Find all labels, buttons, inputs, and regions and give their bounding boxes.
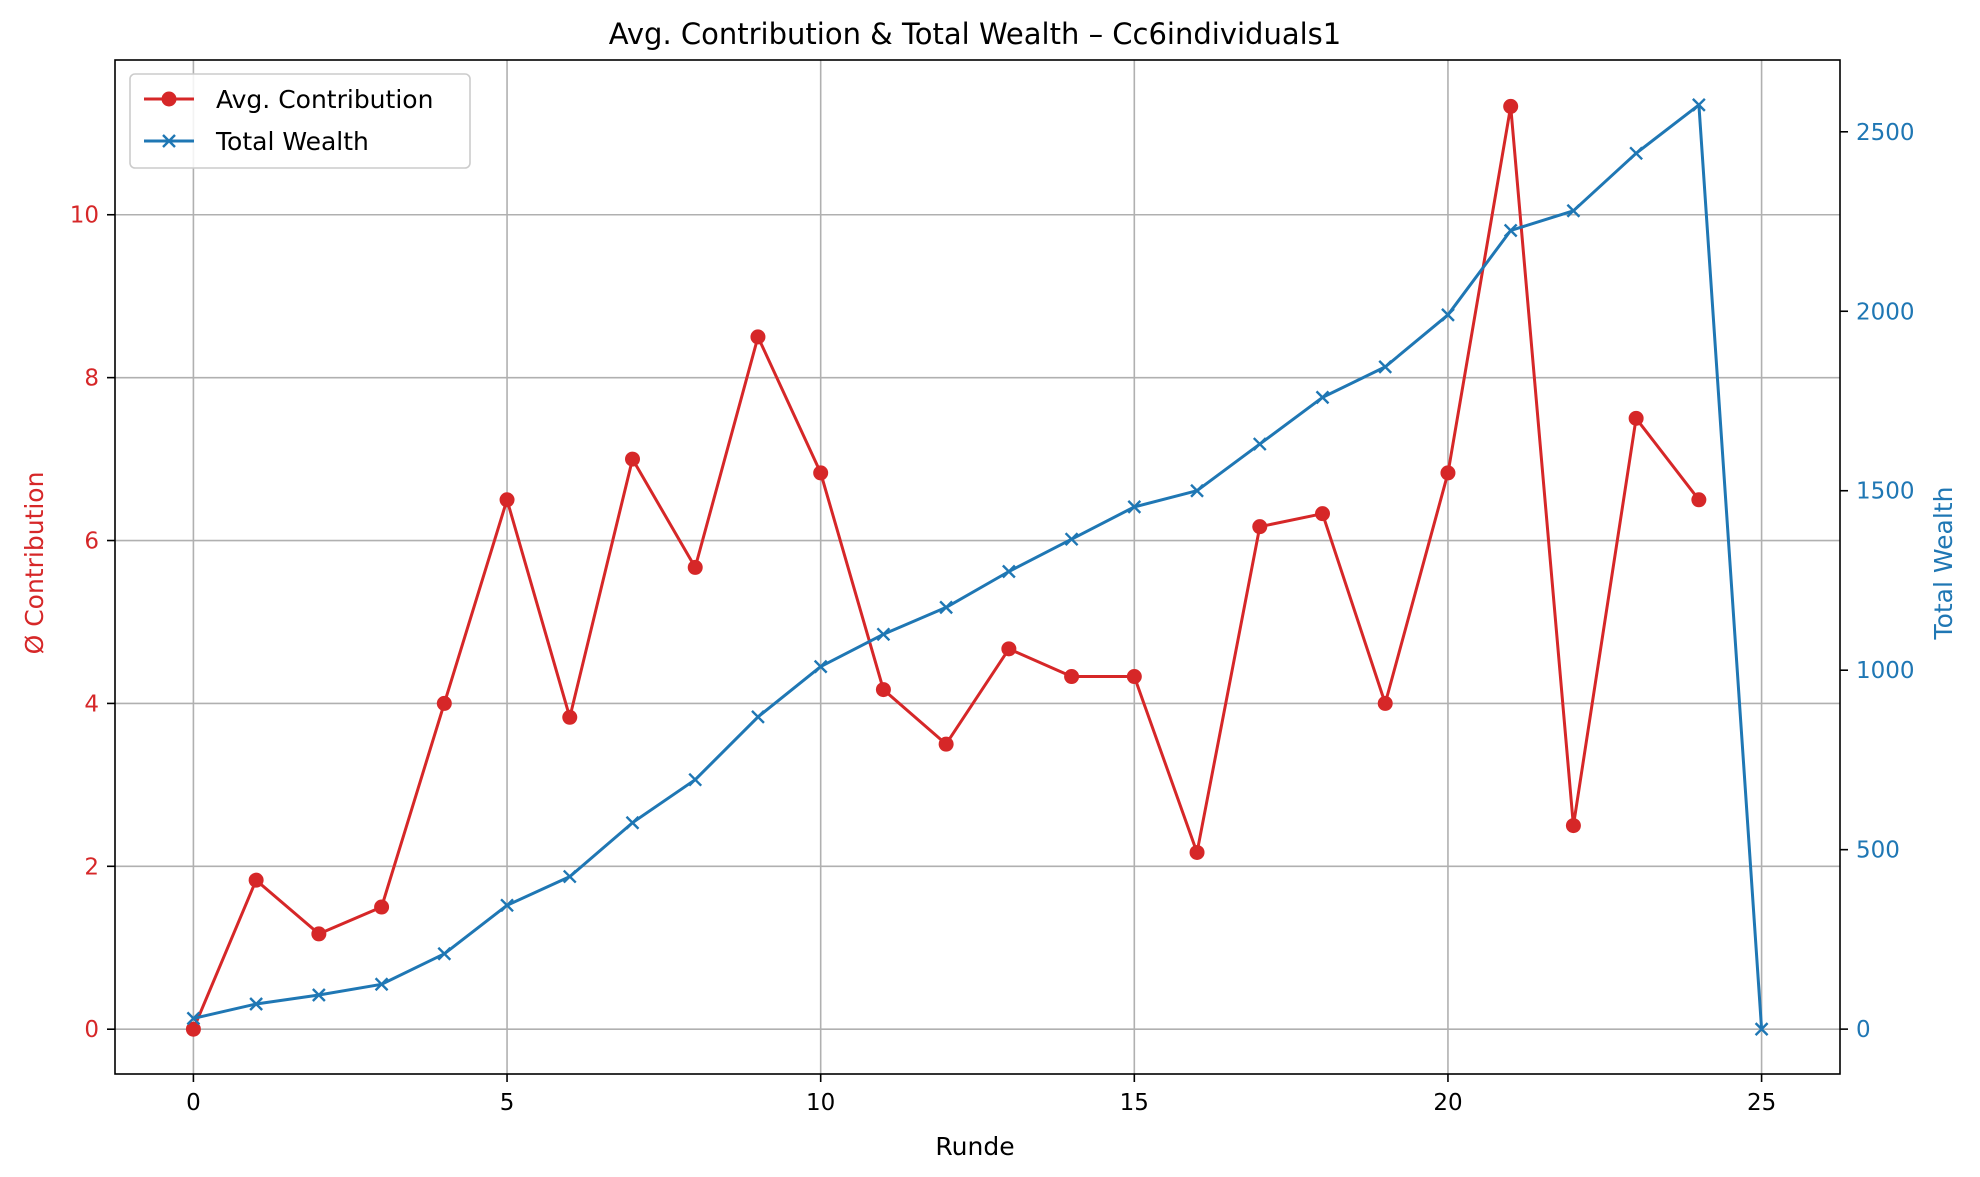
data-point-avg-contribution (1064, 669, 1080, 685)
right-y-tick-label: 2000 (1856, 299, 1915, 325)
series-line-total-wealth (193, 103, 1764, 1030)
data-point-avg-contribution (374, 899, 390, 915)
data-point-avg-contribution (185, 1021, 201, 1037)
data-point-total-wealth (500, 898, 514, 913)
legend-marker-total-wealth (162, 134, 176, 148)
data-point-avg-contribution (311, 926, 327, 942)
x-tick-label: 15 (1120, 1090, 1149, 1116)
x-tick-label: 5 (500, 1090, 515, 1116)
left-y-tick-label: 4 (84, 691, 99, 717)
right-y-tick-label: 0 (1856, 1017, 1871, 1043)
left-y-tick-label: 8 (84, 366, 99, 392)
left-y-tick-label: 6 (84, 529, 99, 555)
tick-layer: 0 5 10 15 20 25 0 2 4 6 8 10 0 500 1000 1500 2000 2500 (70, 120, 1915, 1116)
data-point-total-wealth (813, 659, 828, 674)
chart-title: Avg. Contribution & Total Wealth – Cc6in… (609, 17, 1341, 51)
x-tick-label: 25 (1747, 1090, 1776, 1116)
data-point-total-wealth (249, 997, 263, 1011)
left-y-tick-label: 2 (84, 854, 99, 880)
data-point-total-wealth (1315, 390, 1330, 405)
data-point-avg-contribution (750, 329, 766, 345)
data-point-total-wealth (1692, 98, 1706, 112)
data-point-total-wealth (1252, 437, 1267, 451)
data-point-avg-contribution (436, 695, 452, 711)
legend: Avg. Contribution Total Wealth (129, 73, 471, 169)
x-tick-label: 20 (1433, 1090, 1462, 1116)
x-tick-label: 10 (806, 1090, 835, 1116)
left-y-tick-label: 10 (70, 203, 99, 229)
data-point-avg-contribution (1503, 98, 1519, 114)
data-point-total-wealth (437, 946, 452, 961)
legend-box (129, 73, 471, 169)
data-point-total-wealth (1378, 360, 1393, 374)
grid-lines (115, 60, 1840, 1074)
data-point-total-wealth (1629, 146, 1643, 161)
data-point-total-wealth (1127, 500, 1142, 514)
data-point-total-wealth (751, 710, 765, 724)
data-point-avg-contribution (248, 872, 264, 888)
series-layer (185, 98, 1769, 1037)
data-point-total-wealth (186, 1011, 201, 1026)
data-point-total-wealth (876, 627, 891, 642)
data-point-avg-contribution (1001, 641, 1017, 657)
legend-item-total-wealth: Total Wealth (144, 127, 369, 156)
data-point-avg-contribution (1691, 492, 1707, 508)
data-point-avg-contribution (875, 682, 891, 698)
data-point-avg-contribution (562, 709, 578, 725)
data-point-avg-contribution (938, 736, 954, 752)
legend-marker-avg-contribution (161, 91, 177, 107)
left-y-axis-label: Ø Contribution (20, 472, 49, 655)
data-point-avg-contribution (1315, 506, 1330, 522)
data-point-total-wealth (312, 988, 326, 1002)
data-point-total-wealth (1503, 223, 1518, 238)
x-axis-label: Runde (935, 1132, 1014, 1161)
data-point-avg-contribution (687, 559, 703, 575)
right-y-axis-label: Total Wealth (1929, 487, 1958, 641)
data-point-avg-contribution (1189, 844, 1205, 860)
data-point-total-wealth (688, 772, 703, 787)
data-point-total-wealth (625, 815, 640, 830)
right-y-tick-label: 1000 (1856, 658, 1915, 684)
data-point-avg-contribution (1628, 410, 1644, 426)
data-point-avg-contribution (625, 451, 640, 467)
data-point-total-wealth (939, 600, 953, 615)
right-y-tick-label: 1500 (1856, 479, 1915, 505)
data-point-avg-contribution (1440, 465, 1456, 481)
x-tick-label: 0 (186, 1090, 201, 1116)
data-point-total-wealth (1566, 203, 1581, 218)
right-y-tick-label: 500 (1856, 838, 1900, 864)
data-point-total-wealth (1441, 307, 1455, 322)
data-point-total-wealth (374, 977, 389, 992)
data-point-avg-contribution (499, 492, 515, 508)
data-point-avg-contribution (1377, 695, 1393, 711)
legend-label-total-wealth: Total Wealth (215, 127, 369, 156)
data-point-avg-contribution (1252, 519, 1268, 535)
data-point-total-wealth (1754, 1022, 1769, 1036)
data-point-total-wealth (562, 869, 577, 884)
left-y-tick-label: 0 (84, 1017, 99, 1043)
legend-item-avg-contribution: Avg. Contribution (144, 85, 433, 114)
data-point-total-wealth (1064, 532, 1079, 547)
data-point-total-wealth (1190, 483, 1204, 498)
right-y-tick-label: 2500 (1856, 120, 1915, 146)
data-point-avg-contribution (813, 465, 829, 481)
legend-label-avg-contribution: Avg. Contribution (216, 85, 433, 114)
plot-frame (114, 59, 1841, 1075)
data-point-avg-contribution (1126, 669, 1142, 685)
data-point-avg-contribution (1565, 818, 1581, 834)
data-point-total-wealth (1002, 564, 1016, 579)
